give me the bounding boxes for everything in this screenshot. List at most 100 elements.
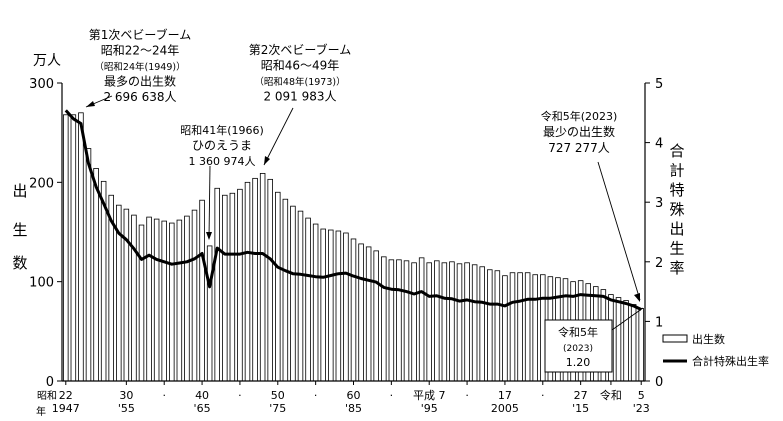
bar-2003 [487, 269, 493, 382]
right-axis-label-char: 率 [669, 259, 684, 277]
right-axis-label-char: 特 [669, 181, 684, 199]
bar-1979 [305, 217, 311, 382]
right-axis-label-char: 計 [669, 162, 684, 180]
bar-1991 [396, 259, 402, 382]
x-tick-label-top: 30 [119, 389, 133, 402]
bar-1952 [100, 180, 107, 382]
tfr-box-line: (2023) [563, 344, 593, 354]
bar-1957 [138, 224, 145, 382]
x-tick-label-top: · [162, 389, 166, 402]
bar-1977 [290, 205, 296, 382]
x-tick-label-bottom: '23 [633, 402, 650, 415]
bar-1967 [214, 187, 220, 382]
x-tick-label-top: 27 [574, 389, 588, 402]
right-tick-label: 3 [655, 196, 663, 211]
x-tick-label-bottom: 2005 [491, 402, 519, 415]
bar-1988 [373, 250, 379, 382]
right-axis-label-char: 殊 [669, 201, 684, 219]
x-tick-label-top: · [541, 389, 545, 402]
bar-1947 [63, 114, 69, 382]
bar-1980 [312, 223, 319, 382]
x-tick-label-top: 令和 [600, 388, 622, 402]
right-tick-label: 1 [655, 315, 663, 330]
legend-label-births: 出生数 [692, 332, 725, 346]
bar-1948 [70, 114, 77, 382]
hinoeuma-arrow [208, 165, 211, 239]
second-boom-line: 2 091 983人 [263, 90, 336, 104]
bar-series [63, 112, 644, 382]
x-tick-label-top: 40 [195, 389, 209, 402]
right-axis-label-char: 生 [669, 240, 684, 258]
bar-1951 [93, 168, 99, 382]
axes: 0100200300012345万人出生数合計特殊出生率22194730'55·… [12, 53, 684, 418]
bar-1987 [365, 246, 372, 382]
bar-1994 [418, 257, 425, 382]
bar-2008 [524, 272, 531, 382]
bar-1949 [78, 112, 84, 382]
bar-2000 [464, 262, 470, 382]
bar-1998 [449, 261, 455, 382]
first-boom-arrowhead [86, 101, 95, 107]
bar-1982 [328, 229, 334, 382]
left-axis-label-char: 出 [12, 182, 27, 200]
lowest-line: 727 277人 [548, 141, 610, 155]
bar-1983 [335, 230, 342, 382]
bar-2002 [479, 266, 485, 382]
bar-1959 [153, 218, 160, 382]
tfr-box-leader [611, 307, 644, 331]
x-tick-label-bottom: '85 [345, 402, 362, 415]
left-tick-label: 200 [29, 176, 54, 191]
left-tick-label: 100 [29, 276, 54, 291]
bar-1973 [259, 172, 266, 382]
first-boom-line: 最多の出生数 [104, 74, 176, 89]
right-tick-label: 5 [655, 77, 663, 92]
first-boom-line: （昭和24年(1949)） [94, 61, 185, 73]
bar-2005 [502, 275, 508, 382]
bar-1960 [161, 220, 167, 382]
x-tick-label-bottom: '75 [269, 402, 286, 415]
tfr-box-line: 1.20 [566, 356, 591, 369]
bar-2021 [623, 300, 629, 382]
lowest-line: 令和5年(2023) [541, 109, 618, 123]
bar-1970 [237, 188, 243, 382]
tfr-box [544, 319, 613, 373]
bar-1974 [267, 178, 273, 382]
left-axis-unit: 万人 [33, 53, 61, 69]
bar-1990 [388, 259, 395, 382]
second-boom-line: （昭和48年(1973)） [254, 76, 345, 88]
bar-2001 [471, 264, 478, 382]
first-boom-line: 昭和22～24年 [101, 44, 180, 58]
bar-2010 [540, 274, 546, 382]
x-tick-label-top: 60 [347, 389, 361, 402]
x-tick-label-bottom: '95 [421, 402, 438, 415]
hinoeuma-line: 1 360 974人 [189, 155, 256, 168]
bar-1969 [229, 192, 236, 382]
second-boom-line: 昭和46～49年 [261, 59, 340, 73]
bar-1999 [456, 263, 463, 382]
second-boom-arrow [263, 107, 294, 166]
x-tick-label-top: · [238, 389, 242, 402]
x-tick-label-top: · [390, 389, 394, 402]
x-tick-label-bottom: '15 [572, 402, 589, 415]
bar-1965 [199, 199, 205, 382]
bar-2023 [638, 308, 644, 382]
bar-1972 [252, 177, 258, 382]
bar-2020 [615, 297, 622, 382]
bar-1963 [184, 215, 190, 382]
bar-1978 [297, 210, 304, 382]
right-axis-label-char: 出 [669, 220, 684, 238]
right-tick-label: 2 [655, 256, 663, 271]
bar-2007 [517, 272, 523, 382]
left-tick-label: 0 [46, 375, 54, 390]
bar-1995 [426, 262, 432, 382]
x-tick-label-top: 50 [271, 389, 285, 402]
right-axis-label-char: 合 [669, 142, 684, 160]
bar-1971 [244, 181, 251, 382]
legend-bar-swatch [662, 334, 688, 343]
bar-1950 [85, 148, 92, 382]
first-boom-line: 第1次ベビーブーム [89, 27, 192, 42]
left-axis-label-char: 数 [12, 254, 27, 272]
bar-1962 [176, 219, 183, 382]
right-tick-label: 4 [655, 137, 663, 152]
